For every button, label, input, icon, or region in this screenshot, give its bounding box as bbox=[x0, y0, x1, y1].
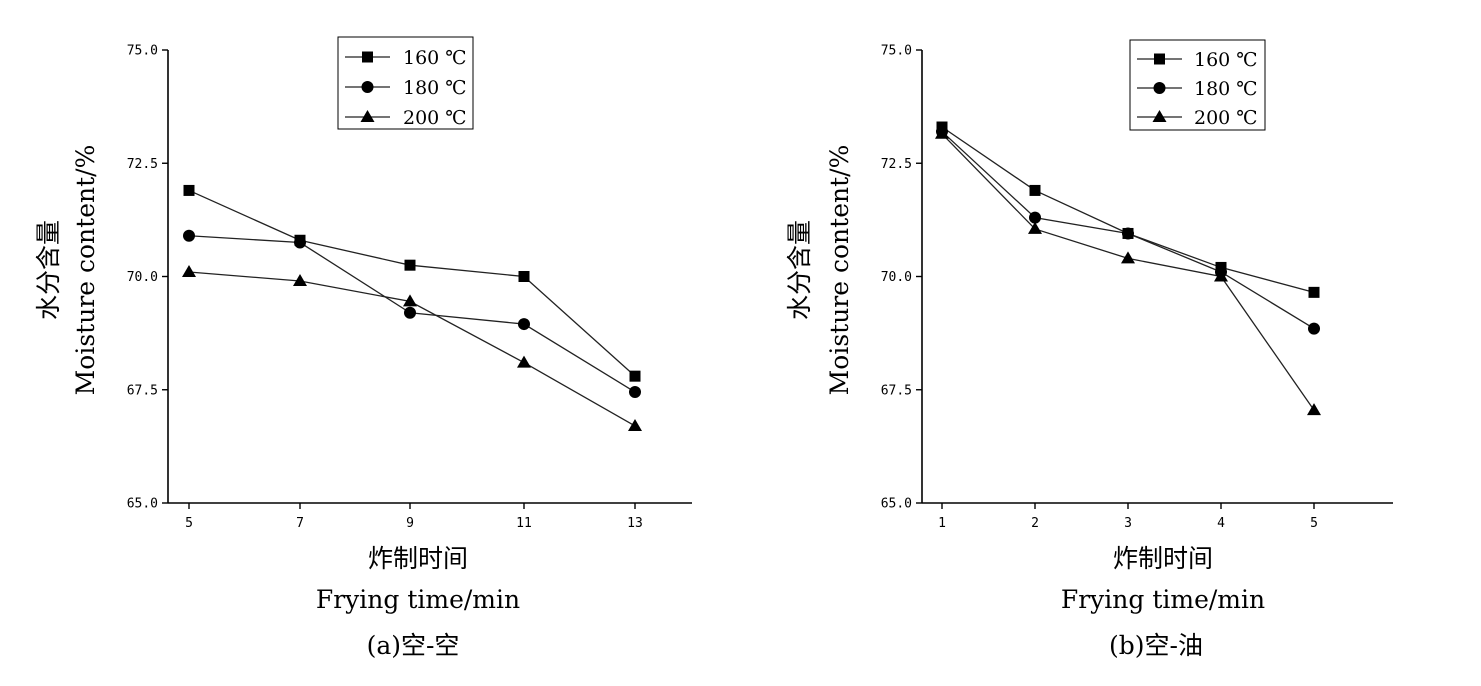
x-tick-label: 9 bbox=[406, 516, 414, 531]
data-point-square bbox=[183, 184, 195, 196]
data-point-square bbox=[1029, 184, 1041, 196]
legend-label: 200 ℃ bbox=[1194, 107, 1258, 129]
data-point-circle bbox=[518, 318, 530, 331]
legend-marker-square bbox=[1154, 53, 1165, 65]
data-point-square bbox=[629, 370, 641, 382]
data-point-circle bbox=[1029, 211, 1041, 224]
chart-a-xlabel-en: Frying time/min bbox=[316, 585, 520, 614]
data-point-circle bbox=[1308, 322, 1320, 335]
data-point-triangle bbox=[517, 355, 531, 368]
legend-marker-triangle bbox=[360, 110, 375, 122]
legend-label: 200 ℃ bbox=[403, 107, 467, 129]
chart-b-y-ticks: 65.0 67.5 70.0 72.5 75.0 bbox=[881, 44, 922, 512]
legend-marker-triangle bbox=[1152, 110, 1167, 122]
x-tick-label: 3 bbox=[1124, 516, 1132, 531]
x-tick-label: 5 bbox=[1310, 516, 1318, 531]
y-tick-label: 65.0 bbox=[127, 497, 158, 512]
legend-label: 180 ℃ bbox=[1194, 78, 1258, 100]
data-point-triangle bbox=[403, 294, 417, 307]
chart-b-ylabel-en: Moisture content/% bbox=[825, 145, 854, 396]
y-tick-label: 72.5 bbox=[127, 157, 158, 172]
chart-b-caption: (b)空-油 bbox=[1109, 631, 1203, 660]
chart-a-legend-items: 160 ℃ 180 ℃ 200 ℃ bbox=[345, 47, 467, 129]
y-tick-label: 72.5 bbox=[881, 157, 912, 172]
chart-a-y-ticks: 65.0 67.5 70.0 72.5 75.0 bbox=[127, 44, 168, 512]
legend-label: 160 ℃ bbox=[403, 47, 467, 69]
x-tick-label: 7 bbox=[296, 516, 304, 531]
y-tick-label: 75.0 bbox=[881, 44, 912, 59]
chart-a-legend: 160 ℃ 180 ℃ 200 ℃ bbox=[337, 36, 474, 130]
chart-b: 65.0 67.5 70.0 72.5 75.0 1 2 3 4 5 160 ℃ 180 ℃ 200… bbox=[785, 39, 1393, 660]
x-tick-label: 5 bbox=[185, 516, 193, 531]
data-point-square bbox=[404, 259, 416, 271]
x-tick-label: 1 bbox=[938, 516, 946, 531]
chart-b-legend-box bbox=[1129, 39, 1266, 131]
data-point-triangle bbox=[1028, 221, 1042, 234]
y-tick-label: 65.0 bbox=[881, 497, 912, 512]
data-point-triangle bbox=[1214, 269, 1228, 282]
legend-marker-square bbox=[362, 51, 373, 63]
chart-a-ylabel-cn: 水分含量 bbox=[34, 220, 63, 320]
x-tick-label: 13 bbox=[627, 516, 643, 531]
legend-marker-circle bbox=[1153, 82, 1166, 94]
chart-b-plot bbox=[935, 121, 1321, 416]
chart-b-ylabel-cn: 水分含量 bbox=[785, 220, 814, 320]
y-tick-label: 70.0 bbox=[127, 270, 158, 285]
data-point-circle bbox=[183, 229, 195, 242]
x-tick-label: 4 bbox=[1217, 516, 1225, 531]
data-point-circle bbox=[1122, 227, 1134, 240]
data-point-triangle bbox=[293, 274, 307, 287]
legend-label: 180 ℃ bbox=[403, 77, 467, 99]
chart-a-legend-box bbox=[337, 36, 474, 130]
chart-b-legend: 160 ℃ 180 ℃ 200 ℃ bbox=[1129, 39, 1266, 131]
chart-b-legend-items: 160 ℃ 180 ℃ 200 ℃ bbox=[1137, 49, 1258, 129]
data-point-square bbox=[1308, 286, 1320, 298]
chart-b-xlabel-cn: 炸制时间 bbox=[1113, 544, 1213, 573]
chart-a-plot bbox=[182, 184, 642, 431]
chart-a-ylabel-en: Moisture content/% bbox=[71, 145, 100, 396]
chart-a-caption: (a)空-空 bbox=[367, 631, 460, 660]
y-tick-label: 67.5 bbox=[127, 383, 158, 398]
data-point-circle bbox=[294, 236, 306, 249]
data-point-triangle bbox=[182, 264, 196, 277]
data-point-circle bbox=[404, 306, 416, 319]
legend-label: 160 ℃ bbox=[1194, 49, 1258, 71]
chart-b-xlabel-en: Frying time/min bbox=[1061, 585, 1265, 614]
data-point-triangle bbox=[1307, 403, 1321, 416]
y-tick-label: 75.0 bbox=[127, 44, 158, 59]
data-point-circle bbox=[629, 386, 641, 399]
data-point-triangle bbox=[935, 126, 949, 139]
chart-a-xlabel-cn: 炸制时间 bbox=[368, 544, 468, 573]
x-tick-label: 2 bbox=[1031, 516, 1039, 531]
chart-a: 65.0 67.5 70.0 72.5 75.0 5 7 9 11 13 160 ℃ 180 ℃ 2… bbox=[34, 36, 692, 660]
y-tick-label: 67.5 bbox=[881, 383, 912, 398]
data-point-triangle bbox=[1121, 251, 1135, 264]
chart-b-x-ticks: 1 2 3 4 5 bbox=[938, 503, 1318, 531]
chart-a-x-ticks: 5 7 9 11 13 bbox=[185, 503, 643, 531]
data-point-triangle bbox=[628, 418, 642, 431]
data-point-square bbox=[518, 271, 530, 282]
y-tick-label: 70.0 bbox=[881, 270, 912, 285]
legend-marker-circle bbox=[361, 81, 374, 93]
x-tick-label: 11 bbox=[516, 516, 532, 531]
